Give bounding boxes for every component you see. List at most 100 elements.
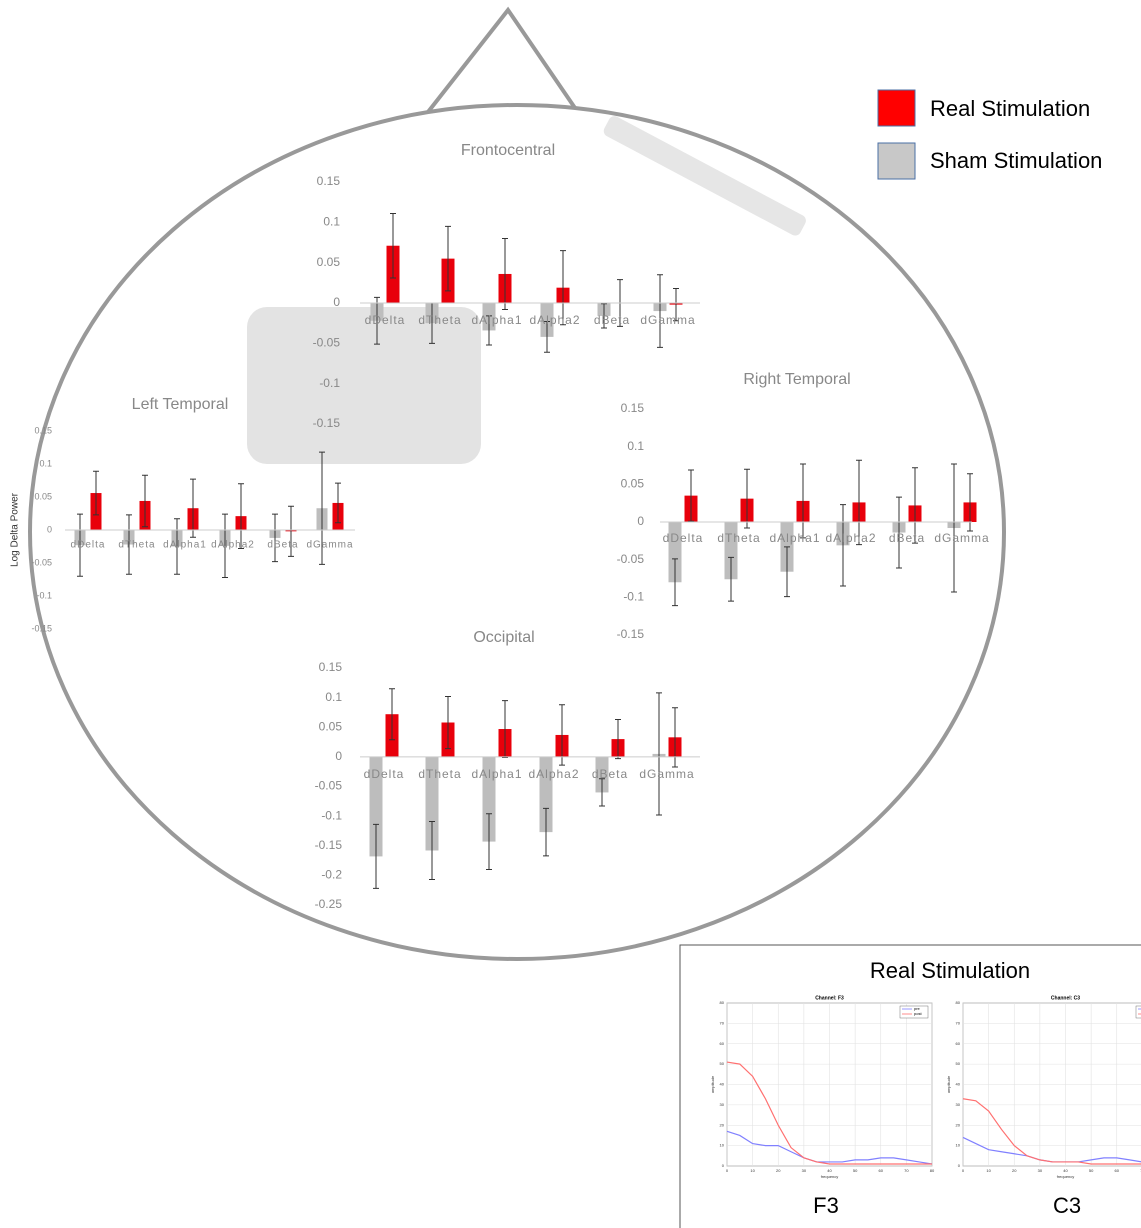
x-tick-label: dBeta — [889, 531, 925, 545]
x-tick-label: dGamma — [639, 767, 694, 781]
x-tick-label: 20 — [1012, 1168, 1017, 1173]
x-tick-label: 70 — [904, 1168, 909, 1173]
y-tick-label: -0.15 — [31, 623, 52, 633]
y-tick-label: 20 — [956, 1122, 961, 1127]
x-tick-label: dAlpha2 — [211, 540, 255, 551]
y-tick-label: 0.1 — [323, 215, 340, 229]
x-tick-label: dBeta — [592, 767, 628, 781]
x-tick-label: dTheta — [717, 531, 760, 545]
x-axis-label: frequency — [821, 1174, 839, 1179]
x-axis-label: frequency — [1057, 1174, 1075, 1179]
chart-title: Frontocentral — [461, 142, 555, 159]
chart-title: Left Temporal — [132, 396, 229, 413]
y-tick-label: 0 — [333, 295, 340, 309]
y-tick-label: 0 — [47, 524, 52, 534]
y-tick-label: -0.25 — [315, 897, 343, 911]
x-tick-label: dGamma — [640, 313, 695, 327]
x-tick-label: dDelta — [365, 313, 406, 327]
y-tick-label: 80 — [720, 1000, 725, 1005]
y-tick-label: 0.15 — [34, 425, 52, 435]
y-tick-label: -0.15 — [617, 627, 645, 641]
y-tick-label: 0.05 — [317, 255, 341, 269]
plot-label: F3 — [813, 1193, 839, 1218]
y-tick-label: 40 — [720, 1082, 725, 1087]
x-tick-label: dDelta — [364, 767, 405, 781]
y-tick-label: -0.15 — [315, 838, 343, 852]
y-tick-label: -0.05 — [31, 557, 52, 567]
y-axis-label: amplitude — [710, 1075, 715, 1093]
y-tick-label: 0.1 — [39, 458, 52, 468]
x-tick-label: dTheta — [118, 540, 155, 551]
x-tick-label: 50 — [853, 1168, 858, 1173]
x-tick-label: dAlpha1 — [163, 540, 207, 551]
chart-title: Channel: F3 — [815, 995, 844, 1001]
y-tick-label: 0.15 — [317, 174, 341, 188]
y-tick-label: 0.05 — [621, 477, 645, 491]
x-tick-label: dDelta — [663, 531, 704, 545]
y-tick-label: -0.05 — [315, 779, 343, 793]
y-tick-label: 10 — [720, 1143, 725, 1148]
x-tick-label: dBeta — [267, 540, 298, 551]
y-tick-label: 0.15 — [621, 401, 645, 415]
y-tick-label: 80 — [956, 1000, 961, 1005]
plot-label: C3 — [1053, 1193, 1081, 1218]
legend-label: Sham Stimulation — [930, 148, 1102, 173]
x-tick-label: 40 — [827, 1168, 832, 1173]
x-tick-label: dGamma — [306, 540, 353, 551]
x-tick-label: 50 — [1089, 1168, 1094, 1173]
x-tick-label: 60 — [1115, 1168, 1120, 1173]
y-axis-label: Log Delta Power — [10, 492, 21, 567]
x-tick-label: dGamma — [934, 531, 989, 545]
y-tick-label: 50 — [720, 1061, 725, 1066]
electrode-pad — [247, 307, 481, 464]
y-tick-label: 60 — [720, 1041, 725, 1046]
x-tick-label: 10 — [750, 1168, 755, 1173]
y-tick-label: 30 — [720, 1102, 725, 1107]
y-tick-label: -0.05 — [617, 552, 645, 566]
y-tick-label: 0 — [335, 749, 342, 763]
y-tick-label: 10 — [956, 1143, 961, 1148]
x-tick-label: 60 — [879, 1168, 884, 1173]
x-tick-label: 40 — [1063, 1168, 1068, 1173]
electrode-band — [602, 114, 808, 238]
x-tick-label: 10 — [986, 1168, 991, 1173]
legend-swatch — [878, 143, 915, 179]
chart-title: Right Temporal — [743, 371, 850, 388]
y-tick-label: 0.05 — [34, 491, 52, 501]
x-tick-label: dAlpha1 — [769, 531, 820, 545]
y-tick-label: 40 — [956, 1082, 961, 1087]
x-tick-label: 30 — [1038, 1168, 1043, 1173]
legend-swatch — [878, 90, 915, 126]
chart-title: Occipital — [473, 629, 534, 646]
legend-label: post — [914, 1011, 922, 1016]
y-tick-label: 0.1 — [325, 690, 342, 704]
x-tick-label: dAlpha1 — [471, 767, 522, 781]
y-tick-label: 0 — [637, 514, 644, 528]
x-tick-label: dAlpha2 — [825, 531, 876, 545]
y-tick-label: -0.15 — [313, 416, 341, 430]
y-tick-label: 50 — [956, 1061, 961, 1066]
x-tick-label: 80 — [930, 1168, 935, 1173]
chart-title: Channel: C3 — [1051, 995, 1080, 1001]
y-tick-label: 0.05 — [319, 719, 343, 733]
x-tick-label: dBeta — [594, 313, 630, 327]
y-tick-label: -0.1 — [623, 590, 644, 604]
x-tick-label: dAlpha2 — [528, 767, 579, 781]
y-tick-label: 60 — [956, 1041, 961, 1046]
x-tick-label: 20 — [776, 1168, 781, 1173]
legend-box — [1136, 1006, 1141, 1018]
y-tick-label: -0.1 — [36, 590, 52, 600]
x-tick-label: dTheta — [418, 767, 461, 781]
legend-label: Real Stimulation — [930, 96, 1090, 121]
x-tick-label: dTheta — [418, 313, 461, 327]
y-tick-label: 30 — [956, 1102, 961, 1107]
y-tick-label: -0.05 — [313, 336, 341, 350]
y-axis-label: amplitude — [946, 1075, 951, 1093]
nose — [428, 10, 575, 112]
y-tick-label: 70 — [720, 1020, 725, 1025]
y-tick-label: 70 — [956, 1020, 961, 1025]
y-tick-label: -0.2 — [321, 868, 342, 882]
y-tick-label: 20 — [720, 1122, 725, 1127]
y-tick-label: 0.15 — [319, 660, 343, 674]
y-tick-label: -0.1 — [321, 808, 342, 822]
